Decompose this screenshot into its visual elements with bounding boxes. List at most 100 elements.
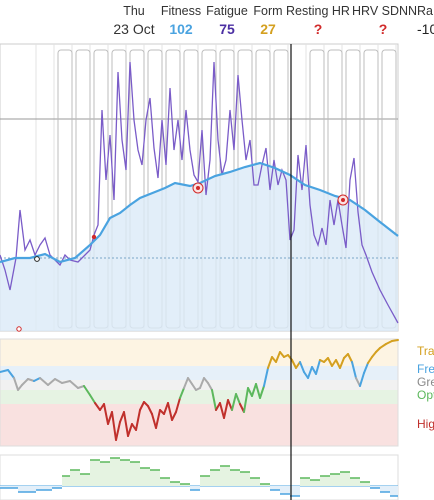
ramp-bar: [170, 482, 180, 486]
ramp-bar: [350, 478, 360, 486]
form-segment: [391, 339, 399, 342]
ramp-bar: [240, 472, 250, 486]
ramp-bar: [260, 484, 270, 486]
form-segment: [33, 377, 41, 382]
form-segment: [207, 382, 213, 391]
form-value: 27: [260, 21, 276, 37]
form-segment: [163, 402, 169, 415]
ramp-bar: [310, 480, 320, 486]
fitness-fatigue-panel[interactable]: [0, 43, 399, 332]
form-panel[interactable]: [0, 338, 399, 447]
resting-hr-label: Resting HR: [286, 4, 350, 18]
form-segment: [135, 409, 141, 431]
form-segment: [371, 351, 377, 358]
zone-optimal: [0, 390, 398, 404]
form-segment: [111, 411, 117, 441]
form-segment: [259, 385, 265, 399]
zone-label-grey: Gre: [417, 375, 434, 389]
zone-transition: [0, 339, 398, 366]
form-segment: [167, 402, 173, 421]
marker-dot[interactable]: [34, 256, 40, 262]
form-segment: [187, 377, 193, 385]
zone-high-risk: [0, 404, 398, 446]
form-segment: [279, 351, 285, 358]
form-segment: [363, 362, 369, 374]
form-segment: [127, 423, 133, 437]
form-segment: [291, 359, 297, 369]
ramp-bar: [70, 470, 80, 486]
form-segment: [69, 380, 79, 389]
ramp-bar: [330, 474, 340, 486]
form-segment: [139, 401, 145, 411]
ramp-bar: [80, 474, 90, 486]
ramp-bar: [180, 484, 190, 486]
marker-dot[interactable]: [16, 326, 22, 332]
ramp-bar: [290, 486, 300, 496]
ramp-bar: [52, 486, 62, 488]
form-segment: [359, 372, 365, 387]
form-segment: [47, 378, 56, 386]
ramp-bar: [140, 468, 150, 486]
ramp-bar: [120, 460, 130, 486]
ramp-panel[interactable]: [0, 454, 399, 500]
form-segment: [351, 361, 357, 379]
ramp-bar: [390, 486, 398, 496]
ramp-bar: [280, 486, 290, 494]
form-segment: [199, 377, 205, 389]
form-segment: [299, 361, 305, 373]
form-line: [0, 339, 399, 441]
ramp-bar: [190, 486, 200, 490]
form-segment: [267, 356, 273, 369]
form-segment: [7, 369, 15, 379]
event-marker-core: [341, 198, 345, 202]
form-segment: [203, 377, 209, 384]
hrv-sdnn-metric[interactable]: HRV SDNN ?: [352, 4, 417, 38]
form-segment: [21, 378, 29, 386]
ramp-panel-border: [0, 454, 399, 500]
marker-dot[interactable]: [91, 234, 97, 240]
ramp-bar: [160, 478, 170, 486]
form-segment: [61, 380, 71, 384]
form-segment: [235, 393, 241, 405]
ramp-bar: [130, 462, 140, 486]
fitness-label: Fitness: [160, 4, 202, 18]
ramp-bar: [0, 486, 18, 488]
form-label: Form: [253, 4, 283, 18]
form-segment: [13, 377, 19, 391]
ramp-bar: [340, 472, 350, 486]
form-segment: [263, 367, 269, 387]
fitness-line: [0, 161, 399, 264]
ramp-bar: [18, 486, 36, 492]
form-segment: [151, 413, 157, 429]
fitness-value: 102: [169, 21, 193, 37]
form-segment: [17, 384, 23, 391]
fatigue-value: 75: [219, 21, 235, 37]
ramp-bar: [150, 470, 160, 486]
form-segment: [115, 421, 121, 441]
metrics-header: Thu 23 Oct Fitness 102 Fatigue 75 Form 2…: [0, 0, 434, 44]
fitness-metric[interactable]: Fitness 102: [159, 4, 203, 38]
zone-label-transition: Tra: [417, 344, 434, 358]
form-segment: [275, 351, 281, 363]
resting-hr-metric[interactable]: Resting HR ?: [286, 4, 350, 38]
ramp-bar: [220, 466, 230, 486]
form-segment: [89, 394, 96, 404]
form-segment: [94, 402, 101, 411]
ramp-metric[interactable]: Ra -10: [417, 4, 434, 38]
ramp-bar: [360, 482, 370, 486]
form-segment: [243, 387, 249, 413]
zone-fresh: [0, 366, 398, 380]
zone-label-optimal: Opt: [417, 388, 434, 402]
hrv-sdnn-value: ?: [378, 21, 388, 37]
form-segment: [175, 397, 181, 413]
ramp-bar: [320, 476, 330, 486]
ramp-bar: [210, 470, 220, 486]
ramp-bar: [100, 462, 110, 486]
ramp-bar: [90, 460, 100, 486]
fatigue-metric[interactable]: Fatigue 75: [205, 4, 249, 38]
form-segment: [379, 343, 387, 349]
form-metric[interactable]: Form 27: [251, 4, 285, 38]
event-marker-core: [196, 186, 200, 190]
form-segment: [327, 357, 333, 367]
